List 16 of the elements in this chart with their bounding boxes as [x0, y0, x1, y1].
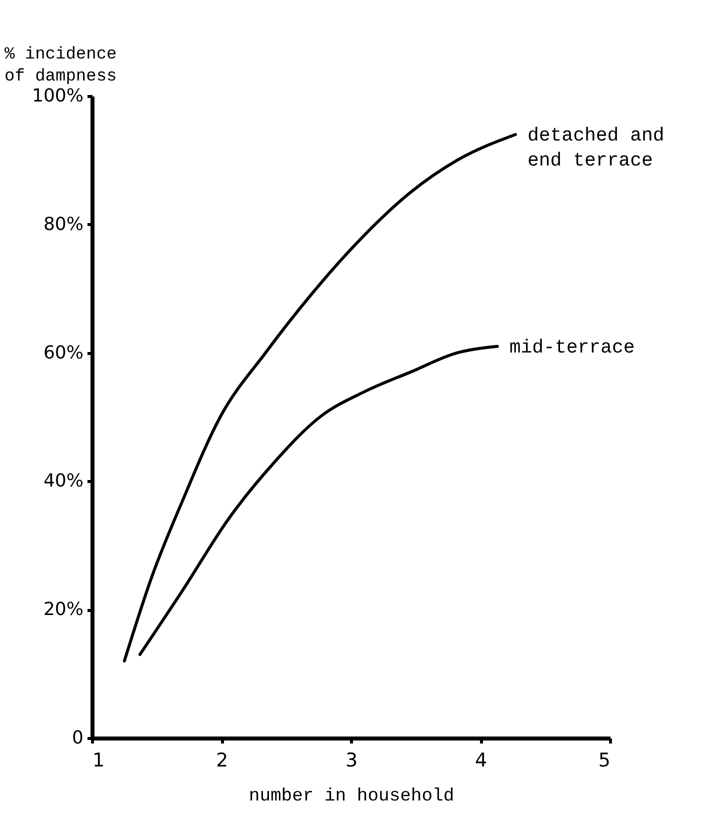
x-tick-label: 2 [216, 750, 228, 772]
y-tick-label: 60% [43, 342, 84, 364]
line-series [138, 344, 499, 656]
y-tick-label: 40% [43, 470, 84, 492]
y-axis-title: % incidence of dampness [4, 46, 117, 86]
x-axis-title: number in household [248, 786, 454, 806]
x-tick-label: 1 [92, 750, 105, 772]
y-tick-label: 100% [32, 86, 84, 106]
x-tick-label: 4 [474, 750, 488, 772]
x-tick-label: 5 [598, 750, 610, 772]
series-label: mid-terrace [509, 336, 635, 358]
y-tick-label: 80% [43, 214, 84, 235]
series-label: detached and end terrace [527, 124, 664, 172]
y-tick-label: 0 [72, 728, 84, 748]
y-tick-label: 20% [43, 599, 84, 620]
x-tick-label: 3 [345, 750, 358, 772]
